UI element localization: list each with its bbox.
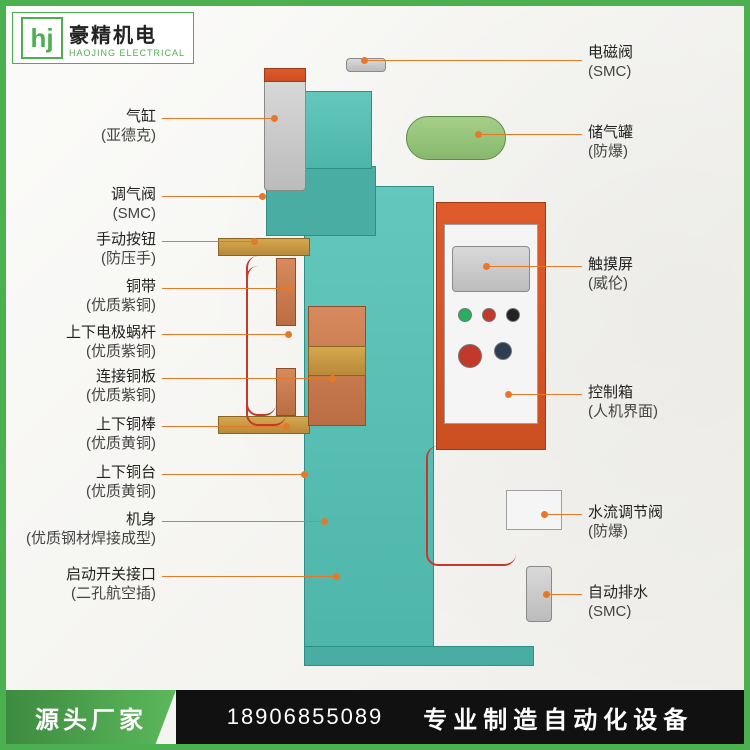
machine-base (304, 646, 534, 666)
hose-2 (426, 446, 516, 566)
label-title: 水流调节阀 (588, 504, 663, 523)
label-title: 调气阀 (111, 186, 156, 205)
label-left-4: 上下电极蜗杆(优质紫铜) (66, 324, 156, 362)
label-left-2: 手动按钮(防压手) (96, 231, 156, 269)
leader-dot-right-5 (543, 591, 550, 598)
label-title: 连接铜板 (86, 368, 156, 387)
leader-left-5 (162, 378, 332, 379)
label-sub: (SMC) (111, 205, 156, 224)
label-title: 上下铜台 (86, 464, 156, 483)
footer-slogan: 专业制造自动化设备 (423, 700, 693, 735)
label-sub: (优质紫铜) (86, 387, 156, 406)
machine-cylinder (264, 76, 306, 191)
panel-button-1 (482, 308, 496, 322)
leader-left-9 (162, 576, 336, 577)
label-title: 控制箱 (588, 384, 658, 403)
label-title: 上下电极蜗杆 (66, 324, 156, 343)
label-title: 气缸 (101, 108, 156, 127)
label-title: 储气罐 (588, 124, 633, 143)
label-left-1: 调气阀(SMC) (111, 186, 156, 224)
machine-cyl_cap (264, 68, 306, 82)
label-right-2: 触摸屏(威伦) (588, 256, 633, 294)
label-sub: (优质黄铜) (86, 483, 156, 502)
leader-dot-left-1 (259, 193, 266, 200)
label-right-5: 自动排水(SMC) (588, 584, 648, 622)
leader-left-1 (162, 196, 262, 197)
panel-button-4 (494, 342, 512, 360)
leader-left-6 (162, 426, 286, 427)
footer-phone: 18906855089 (227, 704, 384, 730)
label-sub: (亚德克) (101, 127, 156, 146)
leader-dot-left-9 (333, 573, 340, 580)
label-title: 上下铜棒 (86, 416, 156, 435)
leader-right-5 (546, 594, 582, 595)
footer: 源头厂家 18906855089 专业制造自动化设备 (6, 690, 744, 744)
diagram-canvas: 气缸(亚德克)调气阀(SMC)手动按钮(防压手)铜带(优质紫铜)上下电极蜗杆(优… (6, 6, 744, 690)
leader-left-2 (162, 241, 254, 242)
machine-screen (452, 246, 530, 292)
label-sub: (威伦) (588, 275, 633, 294)
leader-right-4 (544, 514, 582, 515)
label-sub: (SMC) (588, 63, 633, 82)
leader-right-0 (364, 60, 582, 61)
label-sub: (防爆) (588, 143, 633, 162)
label-title: 电磁阀 (588, 44, 633, 63)
leader-right-3 (508, 394, 582, 395)
label-sub: (二孔航空插) (66, 585, 156, 604)
label-left-5: 连接铜板(优质紫铜) (86, 368, 156, 406)
leader-dot-left-6 (283, 423, 290, 430)
label-right-1: 储气罐(防爆) (588, 124, 633, 162)
leader-dot-left-4 (285, 331, 292, 338)
label-right-4: 水流调节阀(防爆) (588, 504, 663, 542)
footer-ribbon: 源头厂家 (6, 690, 176, 744)
leader-left-0 (162, 118, 274, 119)
machine-column_top (304, 91, 372, 169)
label-sub: (优质紫铜) (66, 343, 156, 362)
leader-dot-right-4 (541, 511, 548, 518)
panel-button-3 (458, 344, 482, 368)
leader-dot-left-2 (251, 238, 258, 245)
label-sub: (优质黄铜) (86, 435, 156, 454)
leader-dot-left-3 (285, 285, 292, 292)
machine-tank (406, 116, 506, 160)
label-sub: (优质紫铜) (86, 297, 156, 316)
label-sub: (SMC) (588, 603, 648, 622)
leader-left-3 (162, 288, 288, 289)
leader-dot-left-7 (301, 471, 308, 478)
panel-button-0 (458, 308, 472, 322)
label-title: 手动按钮 (96, 231, 156, 250)
panel-button-2 (506, 308, 520, 322)
label-left-6: 上下铜棒(优质黄铜) (86, 416, 156, 454)
leader-dot-left-8 (321, 518, 328, 525)
label-sub: (防爆) (588, 523, 663, 542)
label-title: 机身 (26, 511, 156, 530)
leader-left-4 (162, 334, 288, 335)
label-title: 自动排水 (588, 584, 648, 603)
leader-dot-right-3 (505, 391, 512, 398)
machine-plate2 (308, 346, 366, 376)
label-left-3: 铜带(优质紫铜) (86, 278, 156, 316)
leader-right-1 (478, 134, 582, 135)
label-left-9: 启动开关接口(二孔航空插) (66, 566, 156, 604)
label-sub: (防压手) (96, 250, 156, 269)
label-right-0: 电磁阀(SMC) (588, 44, 633, 82)
leader-right-2 (486, 266, 582, 267)
leader-dot-right-1 (475, 131, 482, 138)
leader-left-7 (162, 474, 304, 475)
label-title: 触摸屏 (588, 256, 633, 275)
label-left-8: 机身(优质钢材焊接成型) (26, 511, 156, 549)
label-title: 铜带 (86, 278, 156, 297)
leader-dot-left-0 (271, 115, 278, 122)
label-sub: (优质钢材焊接成型) (26, 530, 156, 549)
leader-dot-left-5 (329, 375, 336, 382)
leader-dot-right-2 (483, 263, 490, 270)
label-left-7: 上下铜台(优质黄铜) (86, 464, 156, 502)
leader-dot-right-0 (361, 57, 368, 64)
label-title: 启动开关接口 (66, 566, 156, 585)
label-sub: (人机界面) (588, 403, 658, 422)
machine-body (304, 186, 434, 666)
label-right-3: 控制箱(人机界面) (588, 384, 658, 422)
leader-left-8 (162, 521, 324, 522)
label-left-0: 气缸(亚德克) (101, 108, 156, 146)
